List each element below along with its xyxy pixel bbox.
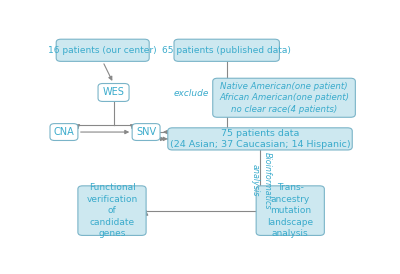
FancyBboxPatch shape xyxy=(213,78,355,117)
Text: 75 patients data
(24 Asian; 37 Caucasian; 14 Hispanic): 75 patients data (24 Asian; 37 Caucasian… xyxy=(170,129,350,149)
Text: CNA: CNA xyxy=(54,127,74,137)
FancyBboxPatch shape xyxy=(56,39,149,61)
Text: Functional
verification
of
candidate
genes: Functional verification of candidate gen… xyxy=(86,183,138,238)
Text: analysis: analysis xyxy=(251,164,260,197)
Text: Trans-
ancestry
mutation
landscape
analysis: Trans- ancestry mutation landscape analy… xyxy=(267,183,313,238)
FancyBboxPatch shape xyxy=(174,39,279,61)
Text: SNV: SNV xyxy=(136,127,156,137)
FancyBboxPatch shape xyxy=(98,84,129,101)
FancyBboxPatch shape xyxy=(256,186,324,235)
FancyBboxPatch shape xyxy=(50,124,78,141)
FancyBboxPatch shape xyxy=(78,186,146,235)
FancyBboxPatch shape xyxy=(132,124,160,141)
Text: exclude: exclude xyxy=(173,89,209,98)
FancyBboxPatch shape xyxy=(168,128,352,150)
Text: Bioinformatics: Bioinformatics xyxy=(262,152,271,209)
Text: Native American(one patient)
African American(one patient)
no clear race(4 patie: Native American(one patient) African Ame… xyxy=(219,82,349,114)
Text: 65 patients (published data): 65 patients (published data) xyxy=(162,46,291,55)
Text: WES: WES xyxy=(103,87,124,98)
Text: 16 patients (our center): 16 patients (our center) xyxy=(48,46,157,55)
